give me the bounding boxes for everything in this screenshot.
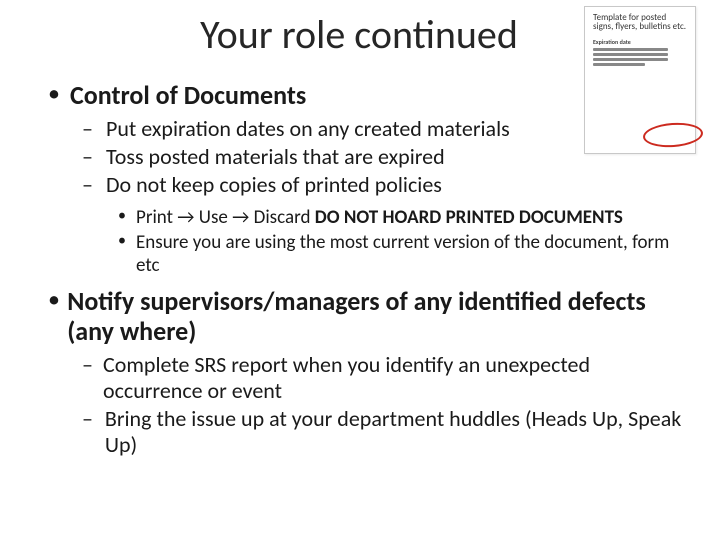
list-item: • Print → Use → Discard DO NOT HOARD PRI… [118,206,690,229]
dash-icon: – [82,172,106,197]
list-item: • Ensure you are using the most current … [118,231,690,277]
l3-text: Print → Use → Discard DO NOT HOARD PRINT… [136,206,623,229]
l2-text: Put expiration dates on any created mate… [106,116,510,142]
bullet-icon: • [48,81,70,107]
l3-bold: DO NOT HOARD PRINTED DOCUMENTS [315,206,623,229]
dash-icon: – [82,144,106,169]
l3-prefix: Print → Use → Discard [136,206,315,229]
dash-icon: – [82,406,105,431]
list-item: • Notify supervisors/managers of any ide… [48,287,690,457]
l2-text: Bring the issue up at your department hu… [105,406,690,458]
list-item: – Do not keep copies of printed policies [82,172,690,198]
bullet-list-level3: • Print → Use → Discard DO NOT HOARD PRI… [118,206,690,278]
l1-text: Notify supervisors/managers of any ident… [67,287,690,345]
list-item: – Bring the issue up at your department … [82,406,690,458]
l2-text: Complete SRS report when you identify an… [103,352,690,404]
dash-icon: – [82,116,106,141]
bullet-list-level2: – Complete SRS report when you identify … [82,352,690,458]
l3-text: Ensure you are using the most current ve… [136,231,676,277]
template-thumbnail: Template for posted signs, flyers, bulle… [584,6,696,154]
bullet-icon: • [118,231,136,251]
l2-text: Toss posted materials that are expired [106,144,445,170]
bullet-icon: • [48,287,67,313]
list-item: – Complete SRS report when you identify … [82,352,690,404]
expiration-circle-annotation [642,121,704,149]
l2-text: Do not keep copies of printed policies [106,172,442,198]
thumb-title: Template for posted signs, flyers, bulle… [593,13,687,32]
bullet-icon: • [118,206,136,226]
l1-text: Control of Documents [70,81,306,110]
thumb-section-label: Expiration date [593,38,687,46]
dash-icon: – [82,352,103,377]
